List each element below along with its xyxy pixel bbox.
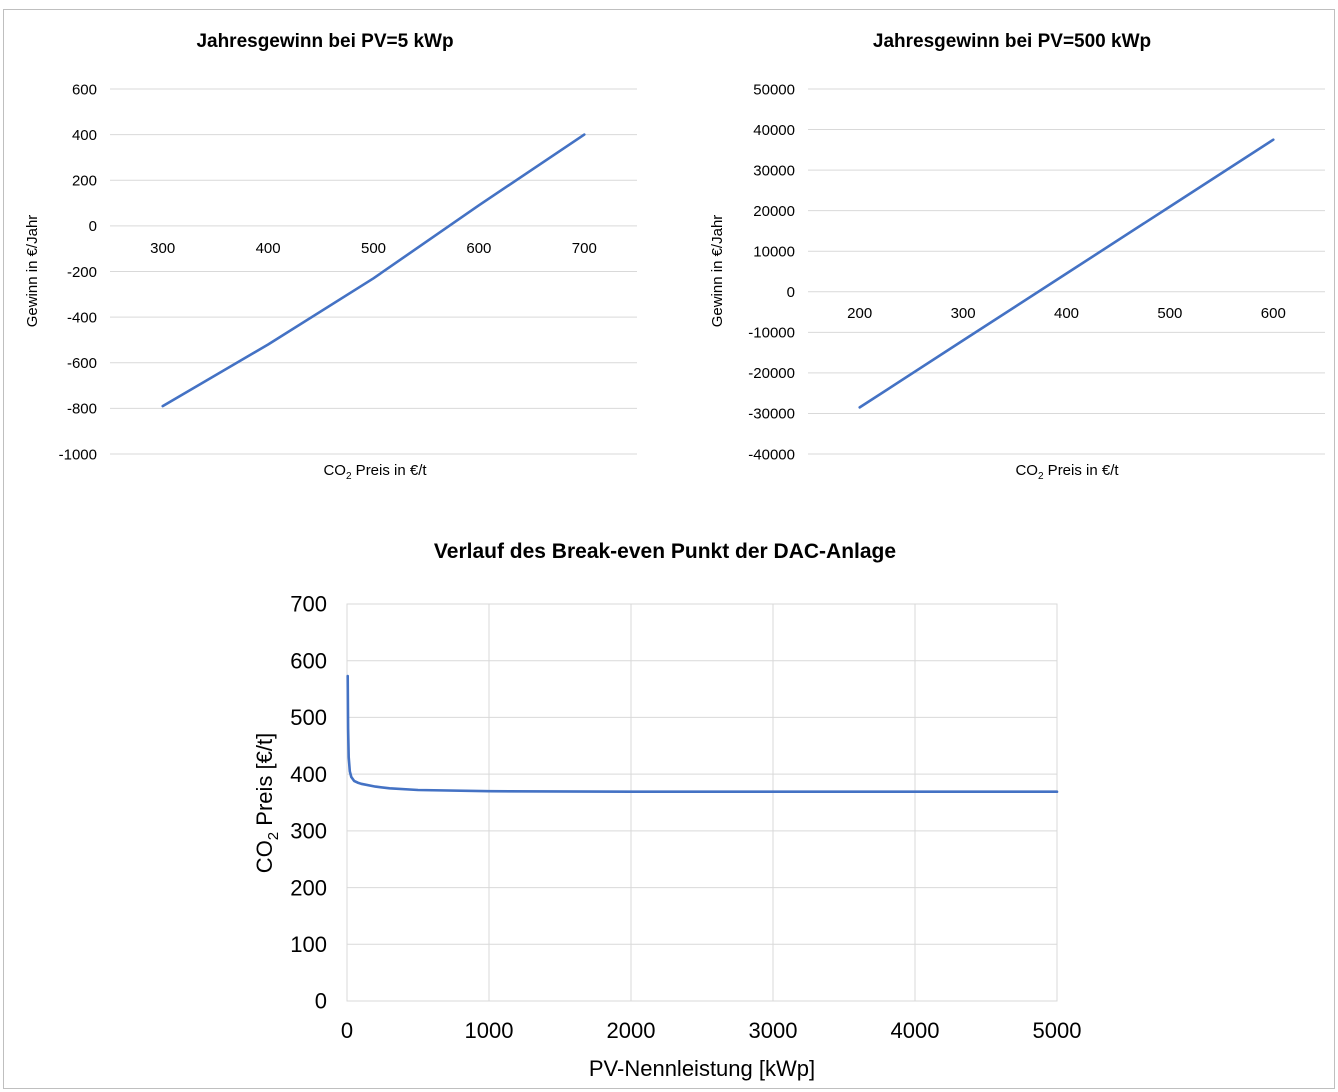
- chart-3-title: Verlauf des Break-even Punkt der DAC-Anl…: [434, 540, 896, 563]
- y-tick-label: -800: [67, 401, 97, 418]
- chart-1-y-axis-label: Gewinn in €/Jahr: [24, 215, 41, 328]
- y-tick-label: 600: [72, 81, 97, 98]
- chart-1: Jahresgewinn bei PV=5 kWp 600 400 200 0 -200…: [24, 31, 637, 482]
- chart-3-series-line: [346, 674, 1059, 794]
- y-tick-label: 500: [290, 705, 327, 730]
- y-tick-label: 300: [290, 819, 327, 844]
- y-tick-label: 200: [290, 875, 327, 900]
- x-tick-label: 600: [466, 240, 491, 257]
- chart-2-series-line: [858, 138, 1275, 409]
- chart-1-x-ticks: 300 400 500 600 700: [150, 240, 597, 257]
- chart-2-y-axis-label: Gewinn in €/Jahr: [709, 215, 726, 328]
- chart-1-x-axis-label: CO2 Preis in €/t: [323, 462, 427, 482]
- y-tick-label: 600: [290, 648, 327, 673]
- chart-2-gridlines: [808, 88, 1325, 455]
- chart-1-y-ticks: 600 400 200 0 -200 -400 -600 -800 -1000: [59, 81, 97, 463]
- chart-3-plot-area: [346, 603, 1058, 1002]
- y-tick-label: -200: [67, 264, 97, 281]
- y-tick-label: -20000: [748, 365, 795, 382]
- x-tick-label: 600: [1261, 305, 1286, 322]
- figure-frame: [3, 9, 1335, 1089]
- chart-2-x-axis-label: CO2 Preis in €/t: [1015, 462, 1119, 482]
- x-tick-label: 5000: [1033, 1018, 1082, 1043]
- y-tick-label: 0: [315, 989, 327, 1014]
- chart-1-gridlines: [110, 88, 637, 455]
- x-tick-label: 400: [1054, 305, 1079, 322]
- x-tick-label: 400: [256, 240, 281, 257]
- chart-2-x-ticks: 200 300 400 500 600: [847, 305, 1286, 322]
- chart-2-title: Jahresgewinn bei PV=500 kWp: [873, 31, 1151, 52]
- x-tick-label: 500: [361, 240, 386, 257]
- chart-2: Jahresgewinn bei PV=500 kWp 50000 40000 30…: [709, 31, 1325, 482]
- x-tick-label: 500: [1157, 305, 1182, 322]
- y-tick-label: 20000: [753, 203, 795, 220]
- chart-3-gridlines: [347, 603, 1058, 1002]
- x-tick-label: 0: [341, 1018, 353, 1043]
- chart-1-title: Jahresgewinn bei PV=5 kWp: [196, 31, 453, 52]
- y-tick-label: 0: [787, 284, 795, 301]
- y-tick-label: -10000: [748, 325, 795, 342]
- chart-3-y-ticks: 700 600 500 400 300 200 100 0: [290, 592, 327, 1014]
- y-tick-label: 400: [72, 127, 97, 144]
- x-tick-label: 4000: [891, 1018, 940, 1043]
- chart-3-x-ticks: 0 1000 2000 3000 4000 5000: [341, 1018, 1082, 1043]
- x-tick-label: 300: [951, 305, 976, 322]
- x-tick-label: 2000: [607, 1018, 656, 1043]
- x-tick-label: 1000: [465, 1018, 514, 1043]
- y-tick-label: 50000: [753, 81, 795, 98]
- y-tick-label: 0: [89, 218, 97, 235]
- x-tick-label: 3000: [749, 1018, 798, 1043]
- y-tick-label: 400: [290, 762, 327, 787]
- chart-3: Verlauf des Break-even Punkt der DAC-Anl…: [252, 540, 1081, 1081]
- chart-2-y-ticks: 50000 40000 30000 20000 10000 0 -10000 -20000 -3…: [748, 81, 795, 463]
- y-tick-label: -1000: [59, 446, 97, 463]
- x-tick-label: 300: [150, 240, 175, 257]
- y-tick-label: 200: [72, 173, 97, 190]
- x-tick-label: 700: [572, 240, 597, 257]
- y-tick-label: -400: [67, 309, 97, 326]
- y-tick-label: 30000: [753, 162, 795, 179]
- y-tick-label: -30000: [748, 406, 795, 423]
- chart-3-x-axis-label: PV-Nennleistung [kWp]: [589, 1056, 815, 1081]
- y-tick-label: 700: [290, 592, 327, 617]
- chart-1-series-line: [161, 133, 586, 408]
- chart-3-y-axis-label: CO2 Preis [€/t]: [252, 733, 282, 873]
- y-tick-label: 10000: [753, 243, 795, 260]
- y-tick-label: -40000: [748, 446, 795, 463]
- y-tick-label: 100: [290, 932, 327, 957]
- y-tick-label: -600: [67, 355, 97, 372]
- y-tick-label: 40000: [753, 122, 795, 139]
- x-tick-label: 200: [847, 305, 872, 322]
